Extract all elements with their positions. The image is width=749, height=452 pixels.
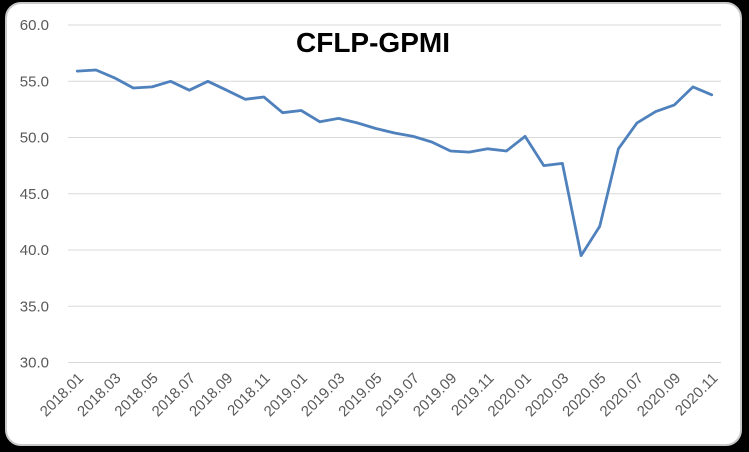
y-tick-label: 45.0: [20, 186, 49, 203]
y-tick-label: 50.0: [20, 130, 49, 147]
y-tick-label: 35.0: [20, 298, 49, 315]
y-tick-label: 30.0: [20, 355, 49, 372]
chart-title: CFLP-GPMI: [296, 27, 450, 58]
y-tick-label: 60.0: [20, 17, 49, 34]
x-axis-tick-labels: 2018.012018.032018.052018.072018.092018.…: [37, 370, 722, 420]
gridlines: [68, 24, 721, 363]
chart-card: [5, 2, 742, 446]
y-axis-tick-labels: 60.0 55.0 50.0 45.0 40.0 35.0 30.0: [20, 17, 49, 372]
y-tick-label: 40.0: [20, 242, 49, 259]
y-tick-label: 55.0: [20, 73, 49, 90]
pmi-line-series: [75, 68, 714, 258]
